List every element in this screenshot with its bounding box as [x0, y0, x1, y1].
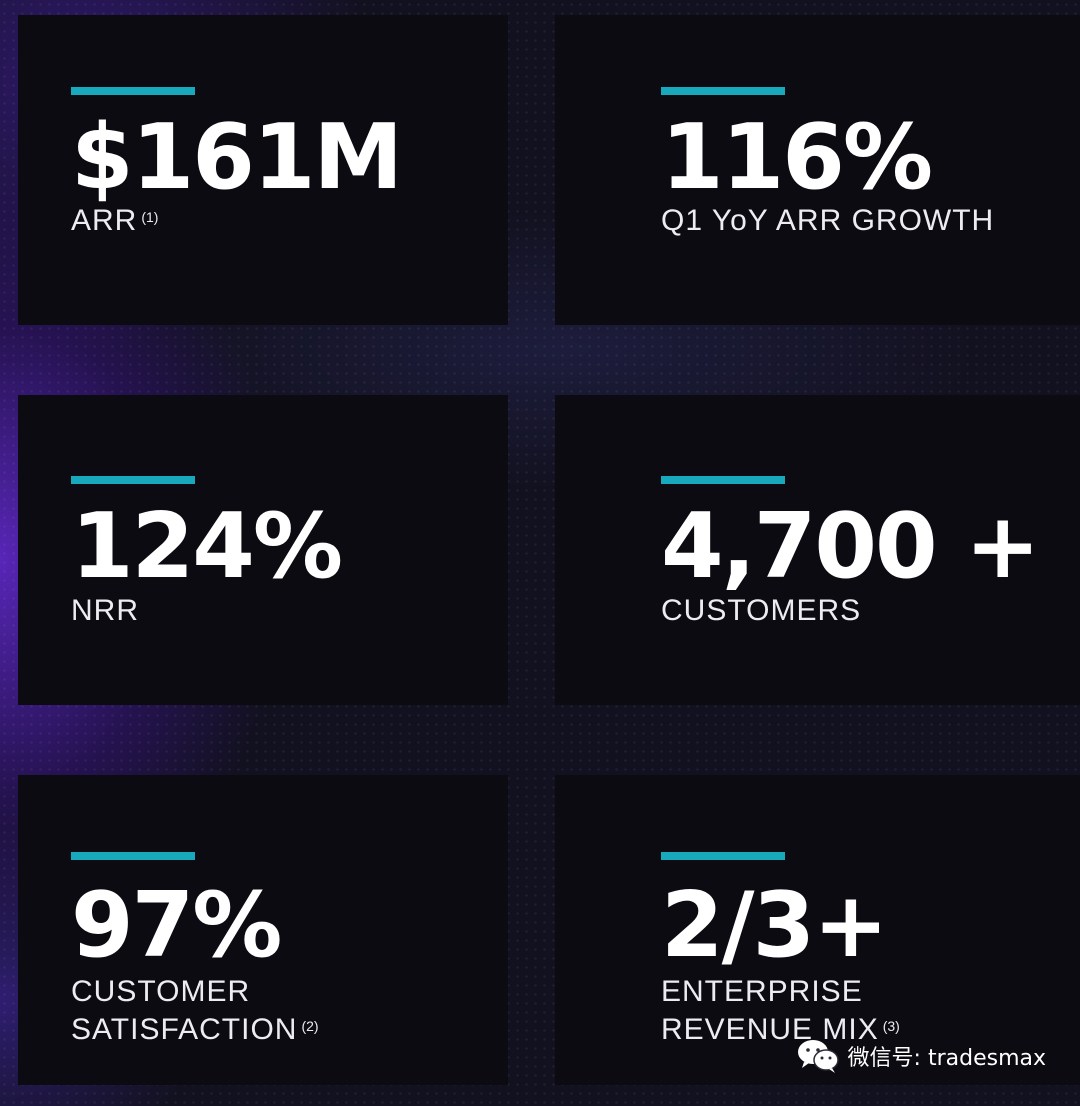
metric-value: 2/3+ — [661, 873, 889, 978]
watermark-text: 微信号: tradesmax — [847, 1046, 1046, 1071]
metric-card-enterprise-revenue-mix: 2/3+ ENTERPRISE REVENUE MIX (3) — [555, 775, 1080, 1085]
metric-card-arr-growth: 116% Q1 YoY ARR GROWTH — [555, 15, 1080, 325]
metric-value: $161M — [71, 105, 403, 210]
metric-card-arr: $161M ARR (1) — [18, 15, 508, 325]
metric-label-line: CUSTOMERS — [661, 594, 862, 627]
metric-label-line: SATISFACTION — [71, 1013, 298, 1046]
footnote-marker: (2) — [301, 1018, 319, 1034]
accent-bar — [661, 852, 785, 860]
accent-bar — [71, 476, 195, 484]
metric-label-line: CUSTOMER — [71, 975, 251, 1008]
metric-label: Q1 YoY ARR GROWTH — [661, 202, 994, 240]
metric-label: CUSTOMER SATISFACTION (2) — [71, 973, 319, 1049]
metric-value: 116% — [661, 105, 933, 210]
metric-label: CUSTOMERS — [661, 592, 861, 630]
metric-label: ARR (1) — [71, 202, 158, 240]
metric-label-line: NRR — [71, 594, 139, 627]
metric-card-nrr: 124% NRR — [18, 395, 508, 705]
metric-label-line: ENTERPRISE — [661, 975, 863, 1008]
footnote-marker: (1) — [141, 209, 159, 225]
metric-value: 124% — [71, 494, 343, 599]
accent-bar — [71, 87, 195, 95]
metric-label-line: Q1 YoY ARR GROWTH — [661, 204, 995, 237]
metric-card-customer-satisfaction: 97% CUSTOMER SATISFACTION (2) — [18, 775, 508, 1085]
metric-value: 4,700 + — [661, 494, 1040, 599]
watermark: 微信号: tradesmax — [796, 1038, 1046, 1074]
accent-bar — [71, 852, 195, 860]
metric-card-customers: 4,700 + CUSTOMERS — [555, 395, 1080, 705]
metric-label-line: ARR — [71, 204, 138, 237]
metric-value: 97% — [71, 873, 282, 978]
accent-bar — [661, 87, 785, 95]
metric-label: ENTERPRISE REVENUE MIX (3) — [661, 973, 900, 1049]
metric-label-line: REVENUE MIX — [661, 1013, 879, 1046]
footnote-marker: (3) — [882, 1018, 900, 1034]
accent-bar — [661, 476, 785, 484]
wechat-icon — [797, 1040, 839, 1073]
metric-label: NRR — [71, 592, 139, 630]
